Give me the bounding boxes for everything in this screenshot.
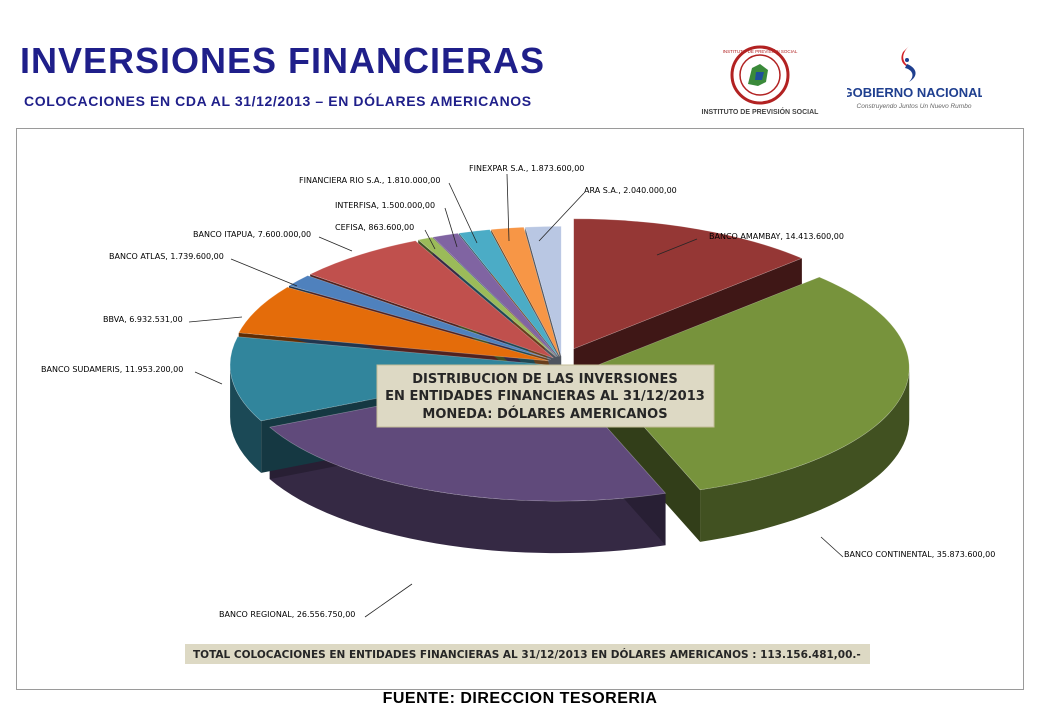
slice-side xyxy=(230,364,262,473)
pie-slice xyxy=(524,226,562,357)
ips-seal-icon: INSTITUTO DE PREVISIÓN SOCIAL xyxy=(723,45,798,105)
pie-slice xyxy=(238,286,550,362)
leader-line xyxy=(318,236,353,252)
data-label: BANCO REGIONAL, 26.556.750,00 xyxy=(219,610,355,619)
leader-line xyxy=(448,182,478,244)
ips-ring-text: INSTITUTO DE PREVISIÓN SOCIAL xyxy=(723,48,798,54)
chart-panel: BANCO AMAMBAY, 14.413.600,00 BANCO CONTIN… xyxy=(16,128,1024,690)
data-label: FINANCIERA RIO S.A., 1.810.000,00 xyxy=(299,176,440,185)
source-note: FUENTE: DIRECCION TESORERIA xyxy=(382,690,658,707)
leader-line xyxy=(444,207,458,248)
leader-line xyxy=(538,192,585,242)
total-box: TOTAL COLOCACIONES EN ENTIDADES FINANCIE… xyxy=(185,644,870,664)
slice-side xyxy=(700,367,910,542)
data-label: ARA S.A., 2.040.000,00 xyxy=(584,186,677,195)
flag-swoosh-icon xyxy=(901,46,916,82)
chart-title-line-2: EN ENTIDADES FINANCIERAS AL 31/12/2013 xyxy=(385,389,705,404)
pie-slice xyxy=(432,232,558,358)
leader-line xyxy=(364,583,413,618)
slice-side xyxy=(269,427,666,554)
pie-slice xyxy=(590,276,910,491)
pie-slice xyxy=(288,275,551,360)
pie-slice xyxy=(309,240,554,359)
pie-slice xyxy=(417,236,557,358)
pie-slice xyxy=(458,229,559,357)
leader-line xyxy=(506,173,510,242)
gobierno-logo: GOBIERNO NACIONAL Construyendo Juntos Un… xyxy=(847,46,982,110)
leader-lines xyxy=(188,173,844,618)
gobierno-name: GOBIERNO NACIONAL xyxy=(847,85,982,100)
data-label: BANCO AMAMBAY, 14.413.600,00 xyxy=(709,232,844,241)
chart-title-line-3: MONEDA: DÓLARES AMERICANOS xyxy=(422,406,667,422)
data-label: INTERFISA, 1.500.000,00 xyxy=(335,201,435,210)
total-label: TOTAL COLOCACIONES EN ENTIDADES FINANCIE… xyxy=(193,648,861,661)
pie-top-layer xyxy=(229,218,910,502)
leader-line xyxy=(194,371,223,385)
chart-title-box: DISTRIBUCION DE LAS INVERSIONES EN ENTID… xyxy=(376,364,715,428)
data-label: CEFISA, 863.600,00 xyxy=(335,223,414,232)
data-label: FINEXPAR S.A., 1.873.600,00 xyxy=(469,164,584,173)
data-label: BANCO CONTINENTAL, 35.873.600,00 xyxy=(844,550,995,559)
pie-chart: BANCO AMAMBAY, 14.413.600,00 BANCO CONTIN… xyxy=(41,164,995,664)
gobierno-tagline: Construyendo Juntos Un Nuevo Rumbo xyxy=(857,103,972,110)
data-label: BBVA, 6.932.531,00 xyxy=(103,315,183,324)
ips-caption: INSTITUTO DE PREVISIÓN SOCIAL xyxy=(702,107,820,116)
data-label: BANCO SUDAMERIS, 11.953.200,00 xyxy=(41,365,183,374)
leader-line xyxy=(188,316,243,323)
leader-line xyxy=(820,536,844,558)
page-subtitle: COLOCACIONES EN CDA AL 31/12/2013 – EN D… xyxy=(24,93,532,109)
page-title: INVERSIONES FINANCIERAS xyxy=(20,40,546,81)
data-label: BANCO ITAPUA, 7.600.000,00 xyxy=(193,230,311,239)
data-label: BANCO ATLAS, 1.739.600,00 xyxy=(109,252,224,261)
ips-logo: INSTITUTO DE PREVISIÓN SOCIAL INSTITUTO … xyxy=(702,45,820,116)
pie-slice xyxy=(573,218,803,350)
leader-line xyxy=(656,238,698,256)
data-labels: BANCO AMAMBAY, 14.413.600,00 BANCO CONTIN… xyxy=(41,164,995,619)
pie-slice xyxy=(490,226,560,357)
leader-line xyxy=(230,258,298,287)
chart-title-line-1: DISTRIBUCION DE LAS INVERSIONES xyxy=(412,372,677,387)
leader-line xyxy=(424,229,436,250)
